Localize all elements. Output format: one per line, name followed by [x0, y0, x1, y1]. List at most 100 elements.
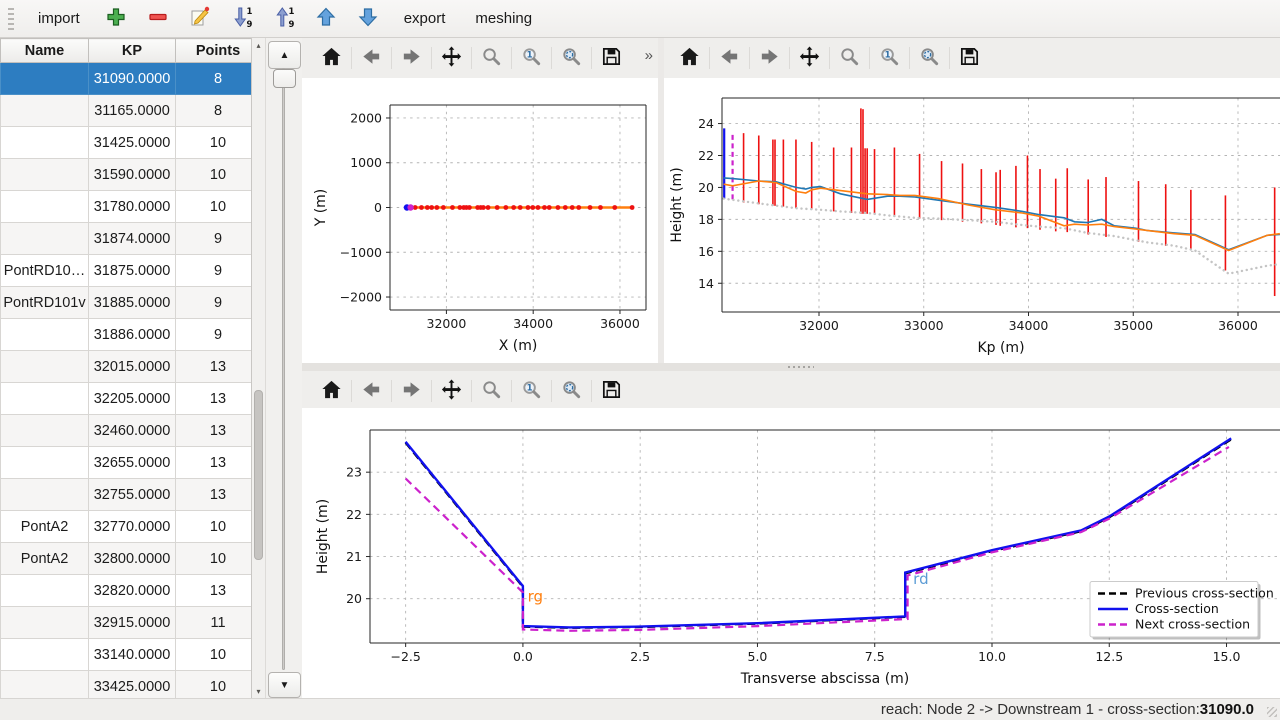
- cell-points[interactable]: 10: [176, 671, 253, 699]
- cell-kp[interactable]: 31165.0000: [89, 95, 176, 127]
- table-row[interactable]: PontRD101v31885.00009: [1, 287, 253, 319]
- toolbar-overflow-button[interactable]: »: [645, 47, 654, 64]
- move-up-button[interactable]: [308, 4, 344, 34]
- export-button[interactable]: export: [392, 6, 458, 31]
- table-row[interactable]: 31874.00009: [1, 223, 253, 255]
- column-header-points[interactable]: Points: [176, 39, 253, 63]
- cell-name[interactable]: [1, 415, 89, 447]
- cell-points[interactable]: 13: [176, 447, 253, 479]
- zoom-fit-button[interactable]: [914, 43, 945, 74]
- cell-name[interactable]: [1, 447, 89, 479]
- table-row[interactable]: 32460.000013: [1, 415, 253, 447]
- table-row[interactable]: 32820.000013: [1, 575, 253, 607]
- cell-points[interactable]: 10: [176, 543, 253, 575]
- save-button[interactable]: [596, 43, 627, 74]
- sort-descending-button[interactable]: 19: [224, 4, 260, 34]
- cell-name[interactable]: [1, 351, 89, 383]
- cell-kp[interactable]: 31780.0000: [89, 191, 176, 223]
- zoom-to-selection-button[interactable]: 1: [516, 43, 547, 74]
- cell-kp[interactable]: 33425.0000: [89, 671, 176, 699]
- sort-ascending-button[interactable]: 19: [266, 4, 302, 34]
- cell-points[interactable]: 10: [176, 159, 253, 191]
- cell-points[interactable]: 13: [176, 351, 253, 383]
- cell-kp[interactable]: 31090.0000: [89, 63, 176, 95]
- import-button[interactable]: import: [26, 6, 92, 31]
- add-cross-section-button[interactable]: [98, 4, 134, 34]
- table-row[interactable]: 31165.00008: [1, 95, 253, 127]
- toolbar-drag-handle[interactable]: [8, 8, 14, 30]
- zoom-fit-button[interactable]: [556, 376, 587, 407]
- table-row[interactable]: 33140.000010: [1, 639, 253, 671]
- cell-name[interactable]: [1, 63, 89, 95]
- cell-kp[interactable]: 31875.0000: [89, 255, 176, 287]
- table-row[interactable]: PontA232770.000010: [1, 511, 253, 543]
- cell-name[interactable]: [1, 607, 89, 639]
- cell-name[interactable]: PontRD10…: [1, 255, 89, 287]
- slider-handle[interactable]: [273, 69, 296, 88]
- cell-name[interactable]: [1, 671, 89, 699]
- cell-kp[interactable]: 32820.0000: [89, 575, 176, 607]
- cell-kp[interactable]: 32915.0000: [89, 607, 176, 639]
- home-button[interactable]: [316, 43, 347, 74]
- table-row[interactable]: 32655.000013: [1, 447, 253, 479]
- table-row[interactable]: PontRD10…31875.00009: [1, 255, 253, 287]
- cell-kp[interactable]: 31425.0000: [89, 127, 176, 159]
- cell-name[interactable]: [1, 383, 89, 415]
- move-down-button[interactable]: [350, 4, 386, 34]
- zoom-button[interactable]: [834, 43, 865, 74]
- table-row[interactable]: 31590.000010: [1, 159, 253, 191]
- remove-cross-section-button[interactable]: [140, 4, 176, 34]
- cell-kp[interactable]: 32015.0000: [89, 351, 176, 383]
- cell-kp[interactable]: 32800.0000: [89, 543, 176, 575]
- zoom-button[interactable]: [476, 376, 507, 407]
- cell-points[interactable]: 8: [176, 95, 253, 127]
- column-header-name[interactable]: Name: [1, 39, 89, 63]
- cell-points[interactable]: 10: [176, 127, 253, 159]
- zoom-to-selection-button[interactable]: 1: [516, 376, 547, 407]
- cell-points[interactable]: 11: [176, 607, 253, 639]
- table-row[interactable]: 31886.00009: [1, 319, 253, 351]
- table-row[interactable]: 32755.000013: [1, 479, 253, 511]
- pan-button[interactable]: [794, 43, 825, 74]
- cell-points[interactable]: 8: [176, 63, 253, 95]
- plan-plot-canvas[interactable]: 320003400036000−2000−1000010002000X (m)Y…: [302, 78, 658, 363]
- meshing-button[interactable]: meshing: [463, 6, 544, 31]
- edit-cross-section-button[interactable]: [182, 4, 218, 34]
- slider-up-button[interactable]: ▲: [268, 41, 301, 69]
- cell-name[interactable]: [1, 127, 89, 159]
- horizontal-splitter[interactable]: [302, 363, 1280, 371]
- cell-points[interactable]: 10: [176, 511, 253, 543]
- save-button[interactable]: [596, 376, 627, 407]
- cell-name[interactable]: [1, 191, 89, 223]
- table-row[interactable]: 31090.00008: [1, 63, 253, 95]
- home-button[interactable]: [674, 43, 705, 74]
- cell-kp[interactable]: 32655.0000: [89, 447, 176, 479]
- table-scrollbar[interactable]: ▴ ▾: [252, 38, 266, 698]
- scrollbar-up-icon[interactable]: ▴: [252, 38, 265, 52]
- resize-grip-icon[interactable]: [1267, 707, 1277, 717]
- slider-track[interactable]: [282, 68, 285, 670]
- cell-kp[interactable]: 31590.0000: [89, 159, 176, 191]
- pan-button[interactable]: [436, 376, 467, 407]
- table-row[interactable]: 32205.000013: [1, 383, 253, 415]
- table-row[interactable]: 31425.000010: [1, 127, 253, 159]
- cell-points[interactable]: 9: [176, 255, 253, 287]
- cell-points[interactable]: 13: [176, 479, 253, 511]
- table-row[interactable]: 33425.000010: [1, 671, 253, 699]
- table-row[interactable]: 32915.000011: [1, 607, 253, 639]
- cell-points[interactable]: 13: [176, 383, 253, 415]
- table-row[interactable]: 31780.000010: [1, 191, 253, 223]
- cell-kp[interactable]: 33140.0000: [89, 639, 176, 671]
- cell-kp[interactable]: 32205.0000: [89, 383, 176, 415]
- cell-points[interactable]: 10: [176, 639, 253, 671]
- cell-name[interactable]: [1, 575, 89, 607]
- cell-points[interactable]: 9: [176, 223, 253, 255]
- forward-button[interactable]: [754, 43, 785, 74]
- slider-down-button[interactable]: ▼: [268, 672, 301, 698]
- cell-kp[interactable]: 32460.0000: [89, 415, 176, 447]
- scrollbar-down-icon[interactable]: ▾: [252, 684, 265, 698]
- cell-name[interactable]: PontA2: [1, 511, 89, 543]
- cell-points[interactable]: 10: [176, 191, 253, 223]
- column-header-kp[interactable]: KP: [89, 39, 176, 63]
- cell-points[interactable]: 13: [176, 575, 253, 607]
